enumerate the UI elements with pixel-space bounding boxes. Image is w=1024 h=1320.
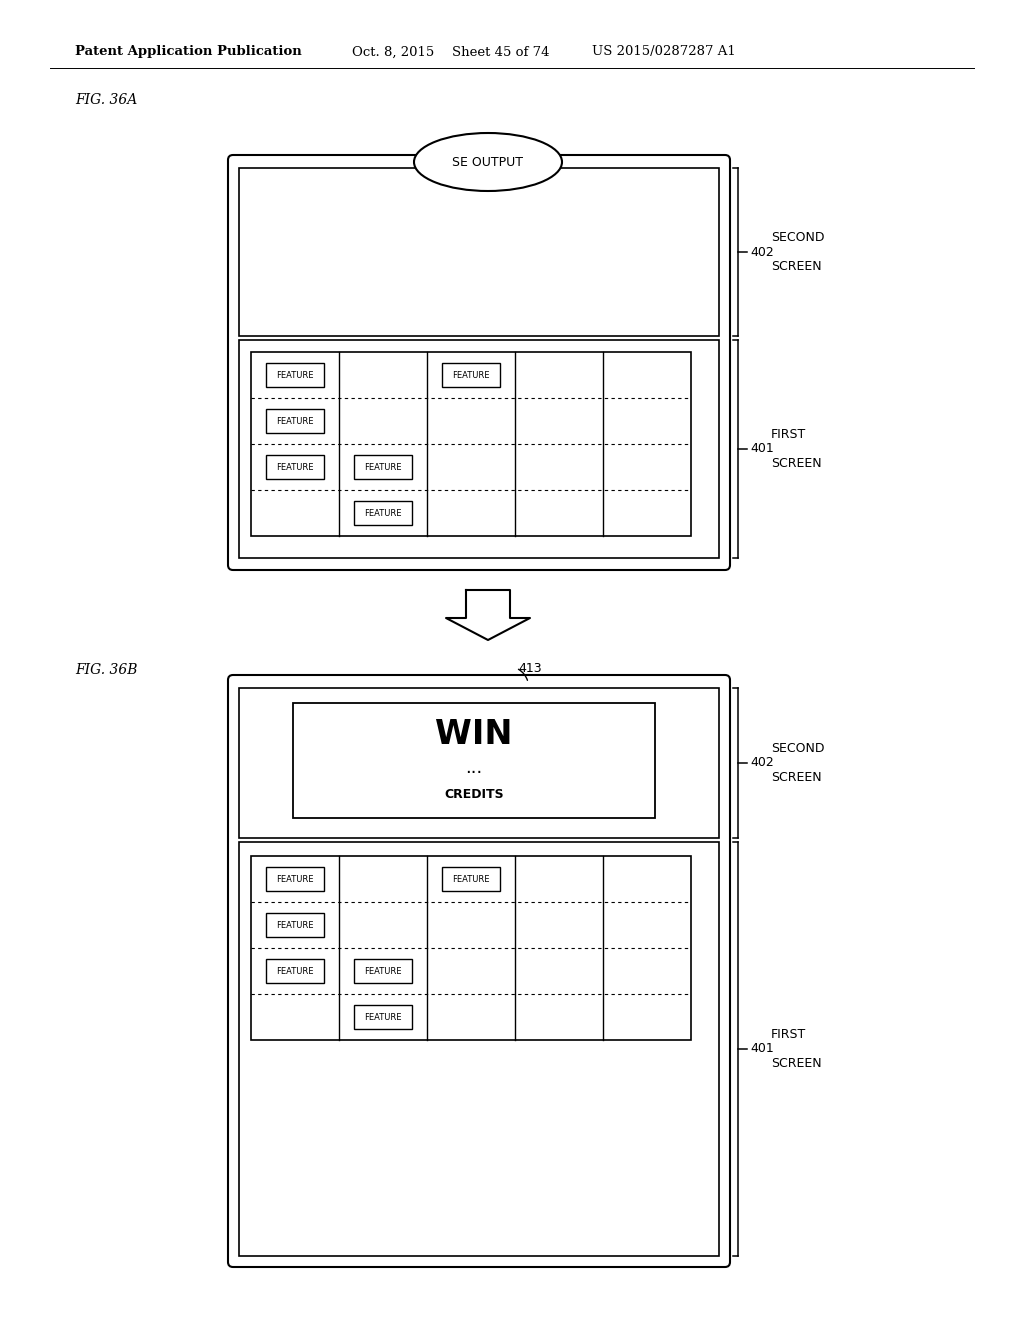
Bar bbox=[239, 341, 719, 558]
Bar bbox=[354, 960, 412, 983]
Text: 401: 401 bbox=[750, 442, 774, 455]
Text: 402: 402 bbox=[750, 756, 774, 770]
Text: ...: ... bbox=[465, 759, 482, 777]
Text: FEATURE: FEATURE bbox=[276, 462, 313, 471]
Bar bbox=[266, 363, 324, 387]
Text: FIG. 36B: FIG. 36B bbox=[75, 663, 137, 677]
Text: SECOND: SECOND bbox=[771, 231, 824, 244]
Text: FEATURE: FEATURE bbox=[453, 874, 489, 883]
Bar bbox=[251, 855, 691, 1040]
Text: 402: 402 bbox=[750, 246, 774, 259]
Polygon shape bbox=[446, 590, 530, 640]
Bar bbox=[266, 960, 324, 983]
Text: FIRST: FIRST bbox=[771, 1028, 806, 1041]
Bar bbox=[239, 168, 719, 337]
Bar bbox=[354, 455, 412, 479]
Text: US 2015/0287287 A1: US 2015/0287287 A1 bbox=[592, 45, 736, 58]
Ellipse shape bbox=[414, 133, 562, 191]
Text: SE OUTPUT: SE OUTPUT bbox=[453, 156, 523, 169]
Text: FEATURE: FEATURE bbox=[365, 966, 401, 975]
Text: FEATURE: FEATURE bbox=[276, 874, 313, 883]
Bar bbox=[239, 842, 719, 1257]
Text: SCREEN: SCREEN bbox=[771, 457, 821, 470]
Bar bbox=[442, 867, 500, 891]
Bar bbox=[293, 704, 655, 818]
Text: FEATURE: FEATURE bbox=[276, 371, 313, 380]
Bar bbox=[354, 1005, 412, 1030]
Text: FEATURE: FEATURE bbox=[365, 508, 401, 517]
Text: SCREEN: SCREEN bbox=[771, 260, 821, 273]
Text: FEATURE: FEATURE bbox=[453, 371, 489, 380]
Bar bbox=[266, 455, 324, 479]
Bar bbox=[239, 688, 719, 838]
Text: FEATURE: FEATURE bbox=[276, 966, 313, 975]
Bar bbox=[354, 502, 412, 525]
Bar bbox=[266, 867, 324, 891]
Text: SCREEN: SCREEN bbox=[771, 771, 821, 784]
Bar bbox=[442, 363, 500, 387]
FancyBboxPatch shape bbox=[228, 675, 730, 1267]
Text: Oct. 8, 2015: Oct. 8, 2015 bbox=[352, 45, 434, 58]
Text: FIRST: FIRST bbox=[771, 428, 806, 441]
Bar bbox=[251, 352, 691, 536]
Text: Sheet 45 of 74: Sheet 45 of 74 bbox=[452, 45, 550, 58]
Text: 413: 413 bbox=[518, 661, 542, 675]
Text: WIN: WIN bbox=[435, 718, 513, 751]
Text: FEATURE: FEATURE bbox=[276, 417, 313, 425]
Text: 401: 401 bbox=[750, 1043, 774, 1056]
Text: FEATURE: FEATURE bbox=[365, 462, 401, 471]
Text: FEATURE: FEATURE bbox=[276, 920, 313, 929]
Text: SECOND: SECOND bbox=[771, 742, 824, 755]
Text: FIG. 36A: FIG. 36A bbox=[75, 92, 137, 107]
Text: FEATURE: FEATURE bbox=[365, 1012, 401, 1022]
Text: Patent Application Publication: Patent Application Publication bbox=[75, 45, 302, 58]
Bar bbox=[266, 409, 324, 433]
Text: SCREEN: SCREEN bbox=[771, 1057, 821, 1071]
Text: CREDITS: CREDITS bbox=[444, 788, 504, 801]
FancyBboxPatch shape bbox=[228, 154, 730, 570]
Bar bbox=[266, 913, 324, 937]
